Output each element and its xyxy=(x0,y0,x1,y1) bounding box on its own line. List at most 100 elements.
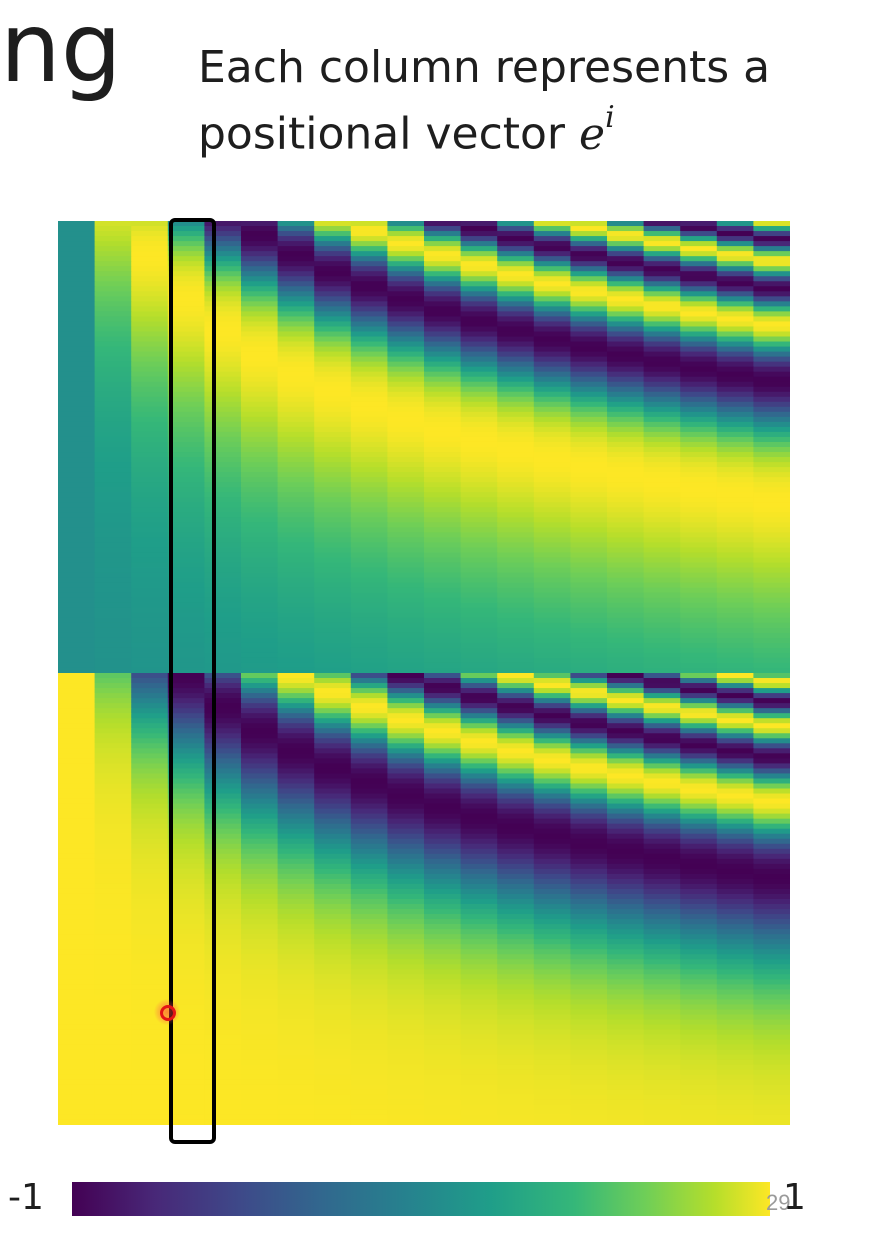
heatmap-cell xyxy=(131,286,169,292)
heatmap-cell xyxy=(241,838,279,845)
heatmap-cell xyxy=(533,688,571,694)
heatmap-cell xyxy=(570,381,608,388)
heatmap-cell xyxy=(753,502,790,508)
heatmap-cell xyxy=(387,326,425,333)
heatmap-cell xyxy=(460,873,498,880)
heatmap-cell xyxy=(753,768,790,775)
heatmap-cell xyxy=(753,673,790,679)
heatmap-cell xyxy=(680,266,718,272)
heatmap-cell xyxy=(131,783,169,790)
heatmap-cell xyxy=(753,914,790,920)
heatmap-cell xyxy=(131,532,169,538)
heatmap-cell xyxy=(350,688,388,694)
heatmap-cell xyxy=(314,974,352,980)
heatmap-cell xyxy=(570,793,608,800)
heatmap-cell xyxy=(533,627,571,634)
heatmap-cell xyxy=(607,1074,645,1081)
heatmap-cell xyxy=(58,1044,96,1051)
heatmap-cell xyxy=(460,256,498,262)
heatmap-cell xyxy=(716,1029,754,1036)
heatmap-cell xyxy=(58,557,96,564)
heatmap-cell xyxy=(131,436,169,443)
heatmap-cell xyxy=(716,1004,754,1011)
heatmap-cell xyxy=(533,381,571,388)
heatmap-cell xyxy=(424,803,462,810)
heatmap-cell xyxy=(387,552,425,559)
heatmap-cell xyxy=(533,396,571,403)
heatmap-cell xyxy=(314,773,352,780)
heatmap-cell xyxy=(167,391,205,398)
heatmap-cell xyxy=(680,492,718,498)
heatmap-cell xyxy=(241,662,279,669)
heatmap-cell xyxy=(167,1004,205,1011)
heatmap-cell xyxy=(387,1039,425,1046)
heatmap-cell xyxy=(533,411,571,418)
heatmap-cell xyxy=(753,904,790,910)
heatmap-cell xyxy=(131,572,169,579)
heatmap-cell xyxy=(350,969,388,975)
heatmap-cell xyxy=(204,567,242,574)
heatmap-cell xyxy=(570,562,608,569)
heatmap-cell xyxy=(643,246,681,252)
heatmap-cell xyxy=(350,1099,388,1106)
heatmap-cell xyxy=(350,678,388,684)
heatmap-cell xyxy=(753,406,790,413)
heatmap-cell xyxy=(424,1024,462,1031)
heatmap-cell xyxy=(533,326,571,333)
heatmap-cell xyxy=(58,979,96,985)
heatmap-cell xyxy=(241,396,279,403)
heatmap-cell xyxy=(350,231,388,237)
heatmap-cell xyxy=(167,632,205,639)
heatmap-cell xyxy=(497,572,535,579)
heatmap-cell xyxy=(277,627,315,634)
heatmap-cell xyxy=(131,974,169,980)
heatmap-cell xyxy=(350,622,388,629)
heatmap-cell xyxy=(387,828,425,835)
heatmap-cell xyxy=(58,517,96,523)
heatmap-cell xyxy=(277,517,315,523)
heatmap-cell xyxy=(607,472,645,478)
heatmap-cell xyxy=(424,1069,462,1076)
heatmap-cell xyxy=(460,959,498,965)
heatmap-cell xyxy=(460,301,498,307)
heatmap-cell xyxy=(716,683,754,689)
heatmap-cell xyxy=(314,713,352,719)
heatmap-cell xyxy=(424,853,462,860)
heatmap-cell xyxy=(58,291,96,297)
heatmap-cell xyxy=(314,492,352,498)
heatmap-cell xyxy=(387,406,425,413)
heatmap-cell xyxy=(350,818,388,825)
heatmap-cell xyxy=(94,627,132,634)
heatmap-cell xyxy=(314,783,352,790)
heatmap-cell xyxy=(680,416,718,423)
heatmap-cell xyxy=(643,1074,681,1081)
heatmap-cell xyxy=(643,788,681,795)
heatmap-cell xyxy=(277,838,315,845)
heatmap-cell xyxy=(58,703,96,709)
heatmap-cell xyxy=(716,823,754,830)
heatmap-cell xyxy=(350,226,388,232)
heatmap-cell xyxy=(424,1109,462,1116)
heatmap-cell xyxy=(314,326,352,333)
heatmap-cell xyxy=(131,537,169,544)
heatmap-cell xyxy=(533,657,571,664)
heatmap-cell xyxy=(497,492,535,498)
heatmap-cell xyxy=(497,221,535,227)
heatmap-cell xyxy=(314,477,352,483)
heatmap-cell xyxy=(167,492,205,498)
heatmap-cell xyxy=(607,1104,645,1111)
heatmap-cell xyxy=(204,1019,242,1026)
heatmap-cell xyxy=(460,803,498,810)
heatmap-cell xyxy=(460,783,498,790)
heatmap-cell xyxy=(277,266,315,272)
heatmap-cell xyxy=(533,527,571,533)
heatmap-cell xyxy=(167,904,205,910)
heatmap-cell xyxy=(607,421,645,428)
heatmap-cell xyxy=(716,527,754,533)
heatmap-cell xyxy=(607,291,645,297)
heatmap-cell xyxy=(131,843,169,850)
heatmap-cell xyxy=(314,944,352,950)
heatmap-cell xyxy=(387,447,425,453)
heatmap-cell xyxy=(424,778,462,785)
heatmap-cell xyxy=(167,562,205,569)
